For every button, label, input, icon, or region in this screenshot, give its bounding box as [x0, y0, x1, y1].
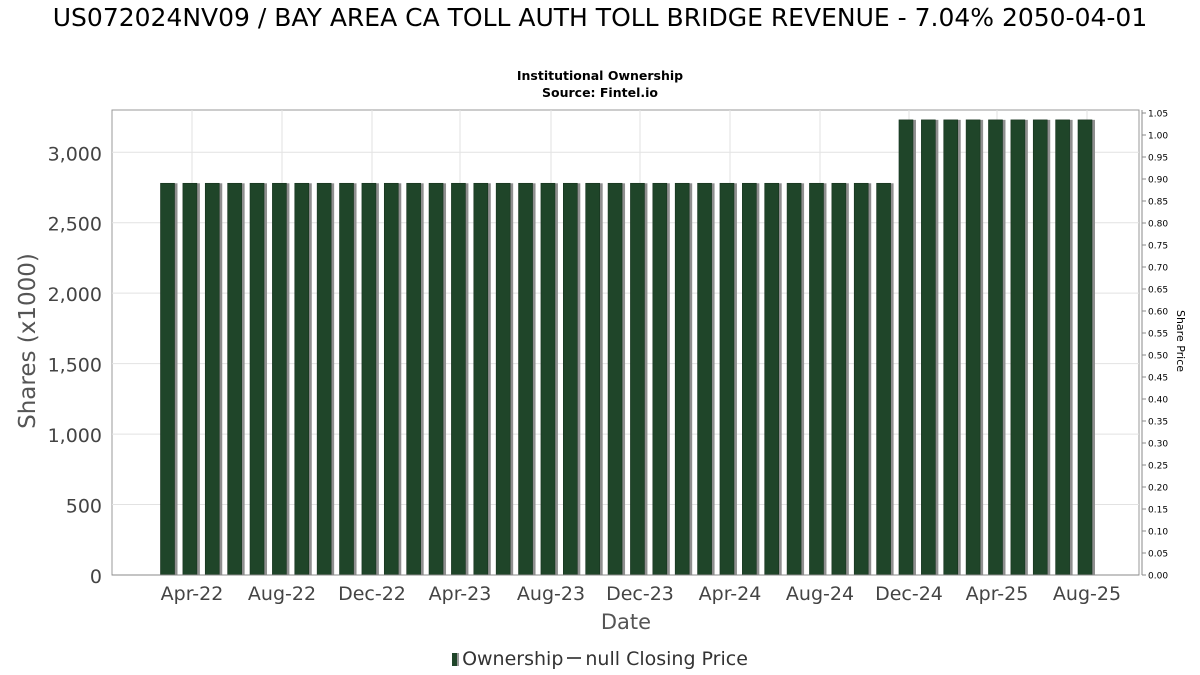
x-tick-label: Apr-24	[699, 583, 762, 605]
y2-tick-label: 0.80	[1148, 220, 1168, 230]
x-tick-label: Aug-23	[517, 583, 585, 605]
ownership-bar	[272, 182, 287, 576]
x-axis-title: Date	[601, 610, 651, 634]
ownership-bar	[227, 182, 242, 576]
y-tick-label: 2,500	[48, 214, 102, 236]
y-tick-label: 500	[66, 496, 102, 518]
y2-tick-label: 0.65	[1148, 286, 1168, 296]
y2-tick-label: 0.15	[1148, 506, 1168, 516]
chart-title: US072024NV09 / BAY AREA CA TOLL AUTH TOL…	[52, 3, 1148, 32]
y2-tick-label: 0.50	[1148, 352, 1168, 362]
y2-tick-label: 1.00	[1148, 132, 1168, 142]
ownership-bar	[361, 182, 377, 576]
ownership-bar	[383, 182, 399, 576]
ownership-bar	[451, 182, 466, 576]
y2-tick-label: 0.75	[1148, 242, 1168, 252]
ownership-bar	[249, 182, 265, 576]
ownership-bar	[316, 182, 332, 576]
y2-tick-label: 0.00	[1148, 572, 1168, 582]
closing-price-swatch	[567, 657, 582, 659]
ownership-bar	[898, 119, 914, 576]
ownership-bar	[742, 182, 757, 576]
y2-tick-label: 0.70	[1148, 264, 1168, 274]
ownership-bar	[809, 182, 824, 576]
y-axis-title: Shares (x1000)	[15, 253, 41, 429]
ownership-bar	[965, 119, 981, 576]
ownership-chart: 0 500 1,000 1,500 2,000 2,500 3,000 0.00 0.05 0.…	[15, 109, 1187, 634]
x-tick-label: Aug-25	[1053, 583, 1121, 605]
ownership-bar	[406, 182, 421, 576]
ownership-bar	[1077, 119, 1093, 576]
ownership-bar	[428, 182, 444, 576]
ownership-bar	[204, 182, 220, 576]
y2-tick-label: 0.30	[1148, 440, 1168, 450]
x-tick-label: Dec-23	[606, 583, 674, 605]
x-tick-label: Aug-22	[248, 583, 316, 605]
y2-tick-label: 0.45	[1148, 374, 1168, 384]
ownership-bar	[182, 182, 198, 576]
ownership-bar	[294, 182, 310, 576]
y2-axis-title: Share Price	[1174, 310, 1187, 372]
ownership-bar	[540, 182, 556, 576]
ownership-bar	[831, 182, 847, 576]
ownership-bar	[876, 182, 891, 576]
y-tick-label: 3,000	[48, 143, 102, 165]
y2-tick-label: 0.25	[1148, 462, 1168, 472]
chart-source: Source: Fintel.io	[542, 85, 658, 100]
x-tick-label: Apr-23	[429, 583, 492, 605]
ownership-bar	[853, 182, 869, 576]
ownership-bar	[563, 182, 578, 576]
chart-subtitle: Institutional Ownership	[516, 68, 684, 83]
ownership-swatch	[452, 653, 460, 666]
y2-tick-label: 0.55	[1148, 330, 1168, 340]
ownership-bar	[1010, 119, 1026, 576]
ownership-bar	[719, 182, 735, 576]
x-tick-label: Apr-25	[966, 583, 1029, 605]
y2-tick-label: 0.85	[1148, 198, 1168, 208]
ownership-bar	[674, 182, 690, 576]
ownership-bar	[1055, 119, 1070, 576]
ownership-bar	[495, 182, 511, 576]
ownership-bar	[160, 182, 175, 576]
y-tick-label: 0	[90, 566, 102, 588]
y-tick-label: 1,500	[48, 355, 102, 377]
ownership-bar	[786, 182, 802, 576]
ownership-bar	[988, 119, 1003, 576]
ownership-bar	[518, 182, 533, 576]
y-tick-label: 1,000	[48, 425, 102, 447]
y2-tick-label: 1.05	[1148, 110, 1168, 120]
x-tick-label: Aug-24	[786, 583, 854, 605]
ownership-bar	[630, 182, 645, 576]
legend: Ownership null Closing Price	[0, 646, 1200, 672]
legend-ownership-label: Ownership	[462, 648, 564, 670]
ownership-bar	[607, 182, 623, 576]
y-tick-label: 2,000	[48, 284, 102, 306]
y2-tick-label: 0.05	[1148, 550, 1168, 560]
ownership-bar	[943, 119, 959, 576]
y2-tick-label: 0.60	[1148, 308, 1168, 318]
x-tick-label: Apr-22	[161, 583, 224, 605]
y2-tick-label: 0.10	[1148, 528, 1168, 538]
ownership-bar	[697, 182, 712, 576]
y2-tick-label: 0.90	[1148, 176, 1168, 186]
legend-price-label: null Closing Price	[585, 648, 748, 670]
ownership-bar	[652, 182, 668, 576]
y2-tick-label: 0.40	[1148, 396, 1168, 406]
ownership-bar	[921, 119, 936, 576]
ownership-bar	[473, 182, 489, 576]
ownership-bar	[1032, 119, 1048, 576]
ownership-bar	[585, 182, 600, 576]
ownership-bar	[764, 182, 780, 576]
x-tick-label: Dec-24	[875, 583, 943, 605]
y2-tick-label: 0.20	[1148, 484, 1168, 494]
y2-tick-label: 0.95	[1148, 154, 1168, 164]
ownership-bar	[339, 182, 354, 576]
y2-tick-label: 0.35	[1148, 418, 1168, 428]
x-tick-label: Dec-22	[338, 583, 406, 605]
